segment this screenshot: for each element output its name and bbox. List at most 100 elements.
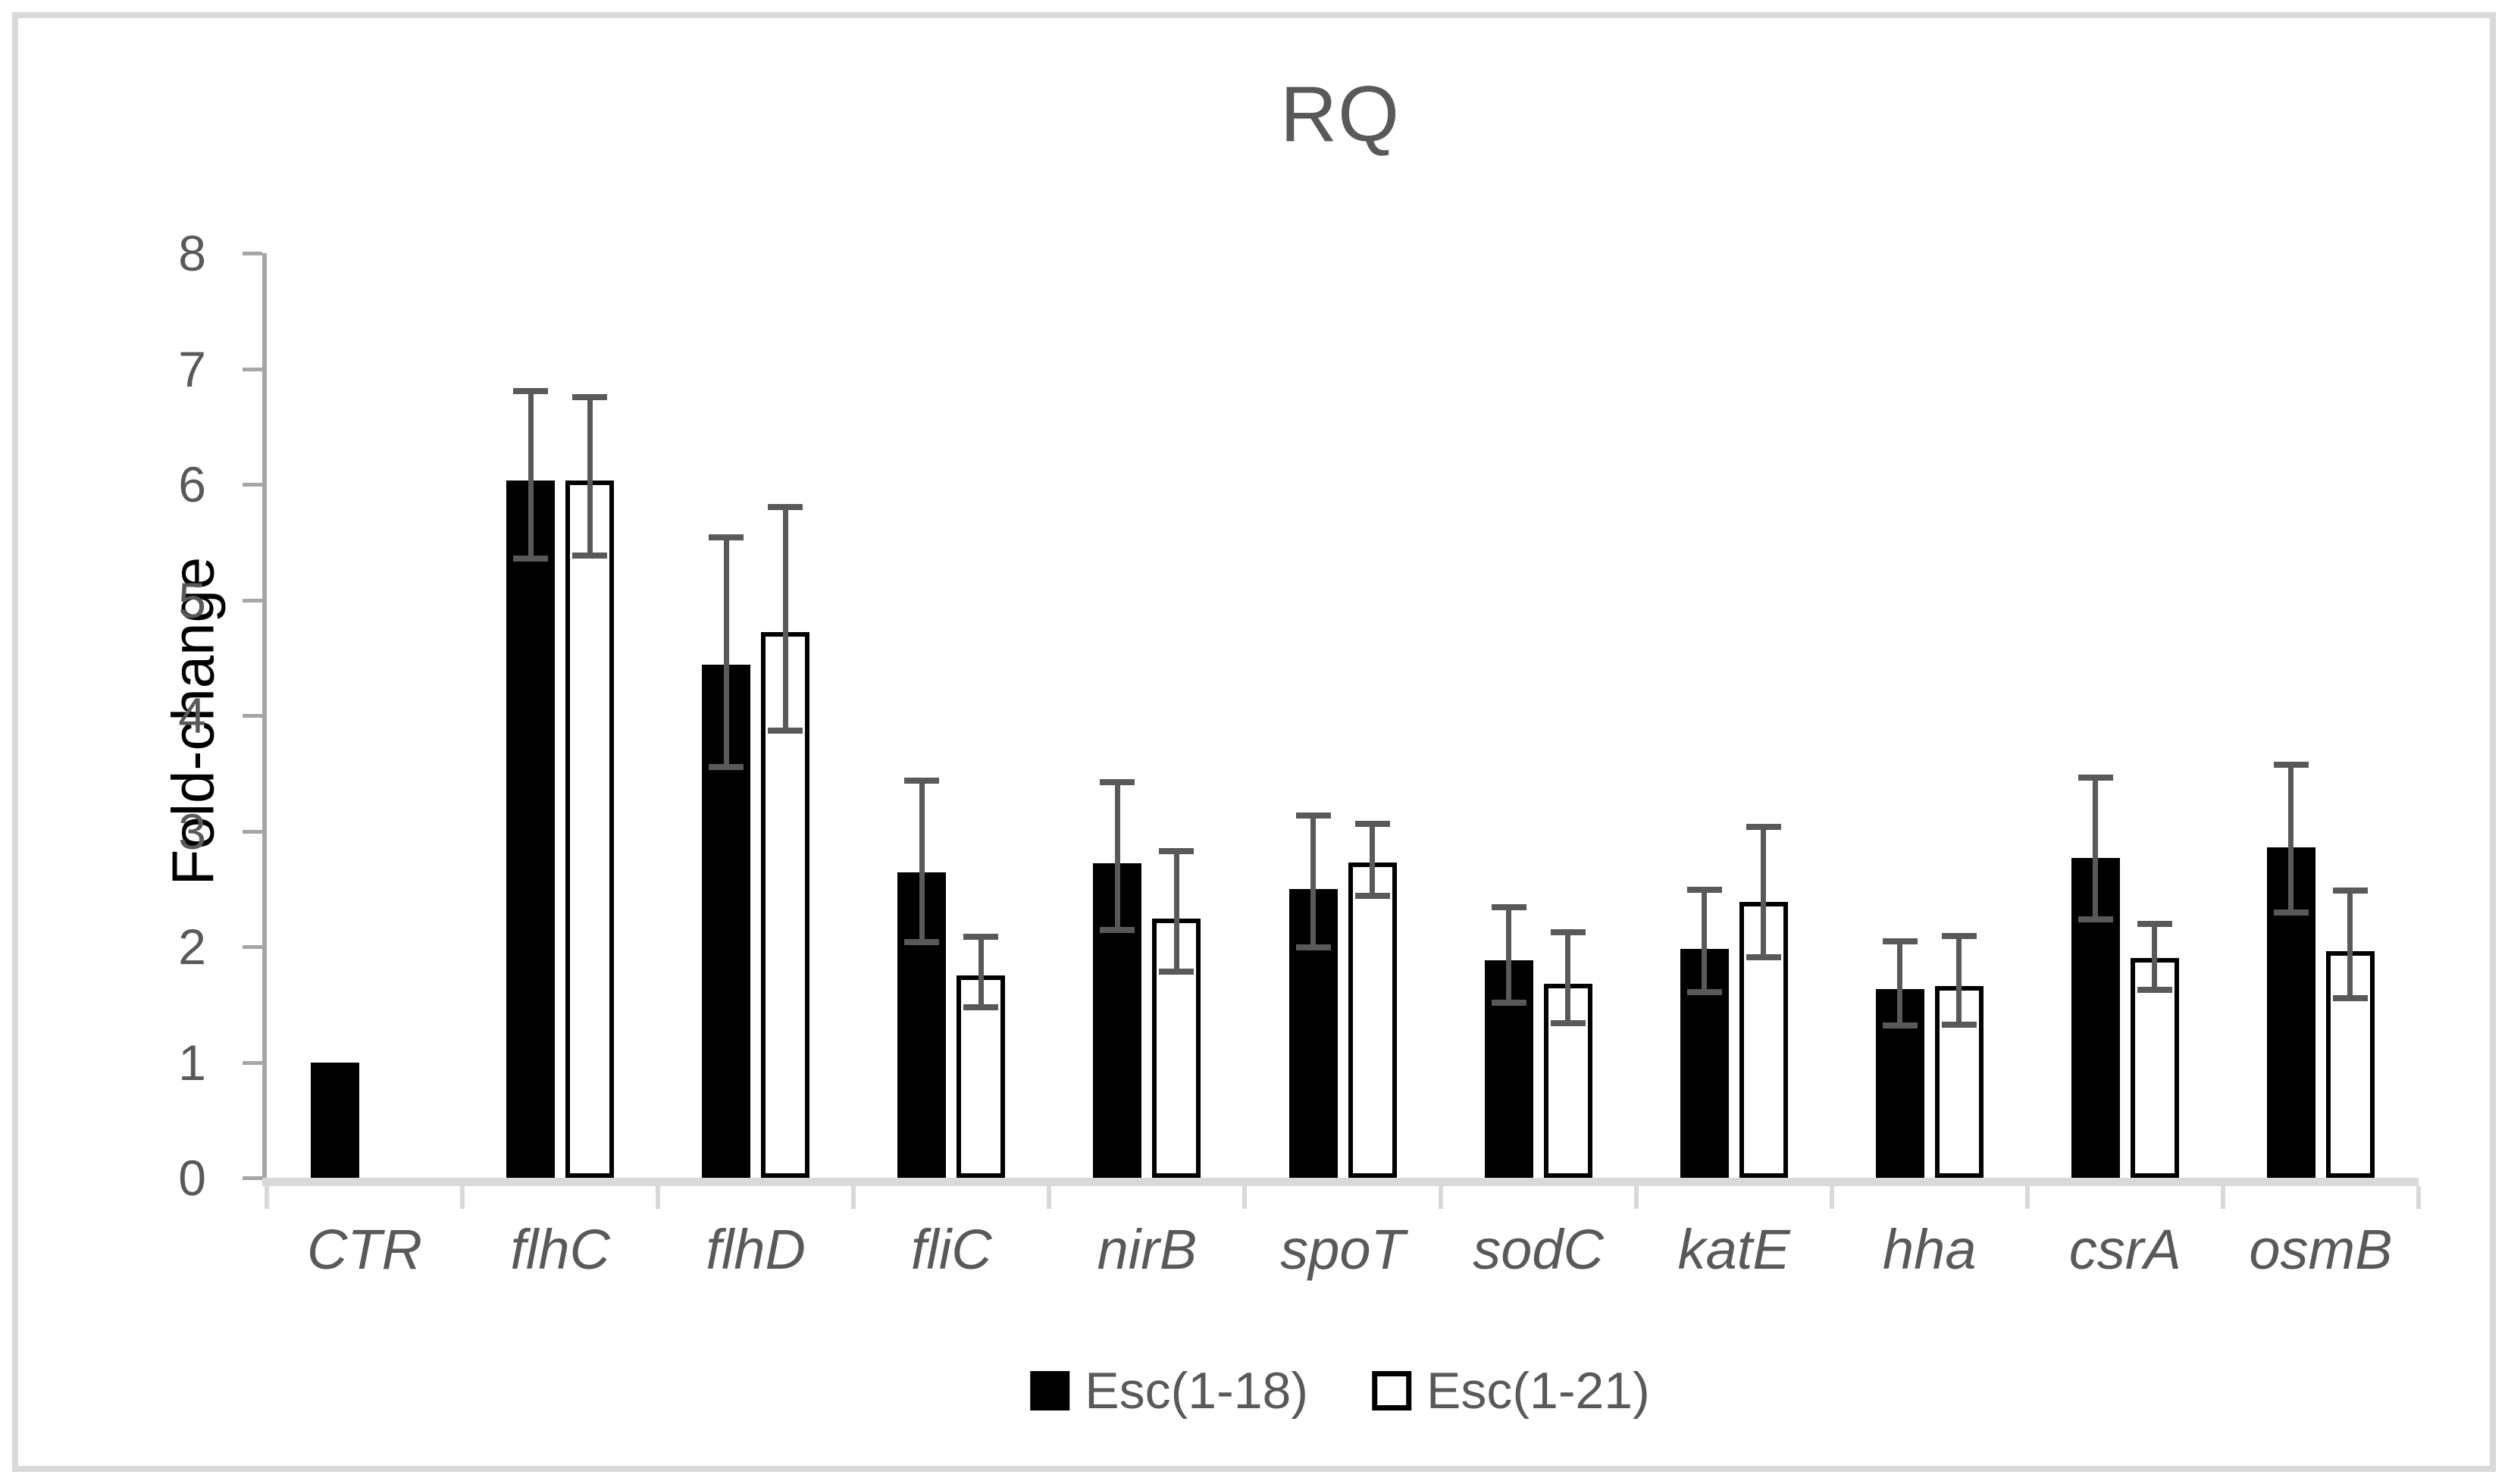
y-tick-label-4: 4 [178, 687, 206, 744]
error-bar-cap-top-Esc(1-21)-spoT [1354, 820, 1390, 827]
error-bar-cap-top-Esc(1-21)-sodC [1550, 929, 1586, 936]
error-bar-line-Esc(1-21)-hha [1956, 932, 1962, 1028]
bar-Esc(1-21)-flhC [565, 481, 615, 1178]
y-tick-6 [243, 483, 262, 487]
y-tick-label-1: 1 [178, 1034, 206, 1091]
error-bar-line-Esc(1-18)-nirB [1114, 778, 1120, 933]
error-bar-cap-bottom-Esc(1-21)-flhD [768, 728, 803, 734]
error-bar-line-Esc(1-18)-spoT [1310, 812, 1316, 950]
error-bar-cap-top-Esc(1-21)-csrA [2137, 921, 2172, 928]
error-bar-line-Esc(1-18)-flhC [528, 388, 534, 562]
error-bar-cap-top-Esc(1-21)-hha [1941, 932, 1977, 939]
error-bar-cap-top-Esc(1-18)-osmB [2273, 762, 2309, 768]
error-bar-cap-top-Esc(1-18)-spoT [1295, 812, 1331, 819]
error-bar-cap-bottom-Esc(1-18)-flhC [513, 556, 549, 562]
y-tick-label-7: 7 [178, 340, 206, 397]
error-bar-line-Esc(1-18)-sodC [1506, 903, 1512, 1006]
error-bar-cap-bottom-Esc(1-18)-nirB [1100, 926, 1135, 933]
error-bar-cap-top-Esc(1-21)-katE [1746, 824, 1781, 831]
error-bar-cap-bottom-Esc(1-21)-nirB [1159, 968, 1195, 975]
chart-title: RQ [1280, 70, 1400, 158]
x-category-label-csrA: csrA [2068, 1218, 2181, 1281]
error-bar-cap-top-Esc(1-18)-flhD [709, 534, 744, 540]
bar-Esc(1-21)-spoT [1348, 862, 1397, 1178]
legend-label-esc-1-18: Esc(1-18) [1085, 1362, 1308, 1420]
y-tick-label-6: 6 [178, 456, 206, 512]
bar-Esc(1-18)-CTR [311, 1062, 360, 1178]
error-bar-cap-top-Esc(1-21)-flhC [572, 394, 608, 401]
legend-swatch-outline-icon [1372, 1371, 1411, 1410]
y-tick-4 [243, 714, 262, 718]
error-bar-cap-top-Esc(1-18)-nirB [1100, 778, 1135, 785]
x-tick-6 [1438, 1186, 1443, 1209]
error-bar-cap-top-Esc(1-18)-flhC [513, 388, 549, 395]
x-category-label-flhD: flhD [706, 1218, 806, 1281]
error-bar-line-Esc(1-18)-flhD [723, 534, 729, 770]
error-bar-cap-top-Esc(1-21)-fliC [963, 934, 999, 941]
error-bar-cap-top-Esc(1-18)-csrA [2077, 774, 2113, 781]
x-category-label-hha: hha [1883, 1218, 1977, 1281]
error-bar-line-Esc(1-21)-osmB [2347, 888, 2353, 1001]
error-bar-cap-top-Esc(1-21)-flhD [768, 503, 803, 510]
legend: Esc(1-18) Esc(1-21) [1030, 1361, 1650, 1420]
error-bar-line-Esc(1-21)-sodC [1565, 929, 1571, 1027]
x-category-label-sodC: sodC [1473, 1218, 1604, 1281]
error-bar-line-Esc(1-18)-katE [1702, 886, 1708, 996]
error-bar-cap-bottom-Esc(1-21)-katE [1746, 954, 1781, 961]
error-bar-cap-bottom-Esc(1-21)-flhC [572, 552, 608, 559]
y-tick-label-3: 3 [178, 803, 206, 859]
error-bar-cap-bottom-Esc(1-21)-osmB [2332, 994, 2368, 1001]
error-bar-cap-bottom-Esc(1-18)-fliC [904, 939, 940, 946]
x-category-label-osmB: osmB [2249, 1218, 2393, 1281]
error-bar-cap-bottom-Esc(1-21)-fliC [963, 1003, 999, 1010]
error-bar-cap-bottom-Esc(1-18)-hha [1882, 1022, 1918, 1029]
error-bar-cap-top-Esc(1-18)-fliC [904, 778, 940, 784]
error-bar-cap-bottom-Esc(1-21)-hha [1941, 1021, 1977, 1028]
x-category-label-CTR: CTR [306, 1218, 423, 1281]
x-category-label-nirB: nirB [1097, 1218, 1198, 1281]
y-tick-1 [243, 1060, 262, 1065]
x-tick-2 [656, 1186, 661, 1209]
y-tick-0 [243, 1176, 262, 1180]
x-tick-11 [2416, 1186, 2421, 1209]
x-tick-1 [460, 1186, 465, 1209]
y-tick-2 [243, 945, 262, 949]
x-tick-9 [2024, 1186, 2030, 1209]
x-tick-10 [2220, 1186, 2225, 1209]
error-bar-cap-bottom-Esc(1-18)-spoT [1295, 944, 1331, 950]
bar-Esc(1-21)-csrA [2130, 958, 2179, 1178]
y-axis-line [262, 253, 267, 1186]
error-bar-cap-top-Esc(1-18)-sodC [1491, 903, 1526, 910]
x-category-label-spoT: spoT [1280, 1218, 1405, 1281]
x-tick-4 [1047, 1186, 1052, 1209]
error-bar-line-Esc(1-21)-flhD [782, 503, 788, 734]
bar-Esc(1-18)-flhC [506, 481, 556, 1178]
y-tick-5 [243, 598, 262, 603]
error-bar-line-Esc(1-18)-osmB [2288, 762, 2294, 916]
y-tick-7 [243, 367, 262, 371]
error-bar-cap-bottom-Esc(1-18)-flhD [709, 763, 744, 770]
x-axis-line [262, 1178, 2419, 1186]
legend-swatch-filled-icon [1030, 1371, 1070, 1410]
error-bar-line-Esc(1-21)-fliC [978, 934, 984, 1010]
error-bar-cap-top-Esc(1-18)-katE [1686, 886, 1722, 893]
error-bar-line-Esc(1-21)-nirB [1173, 848, 1179, 975]
x-tick-7 [1633, 1186, 1639, 1209]
error-bar-cap-bottom-Esc(1-18)-katE [1686, 989, 1722, 996]
x-category-label-flhC: flhC [510, 1218, 610, 1281]
x-category-label-fliC: fliC [910, 1218, 992, 1281]
error-bar-line-Esc(1-21)-katE [1761, 824, 1767, 961]
error-bar-line-Esc(1-18)-fliC [919, 778, 925, 946]
error-bar-cap-bottom-Esc(1-21)-csrA [2137, 987, 2172, 993]
y-tick-8 [243, 252, 262, 255]
error-bar-line-Esc(1-18)-csrA [2093, 774, 2099, 922]
error-bar-cap-bottom-Esc(1-18)-sodC [1491, 999, 1526, 1006]
legend-item-esc-1-21: Esc(1-21) [1372, 1361, 1650, 1420]
x-tick-8 [1829, 1186, 1834, 1209]
error-bar-line-Esc(1-21)-spoT [1370, 820, 1375, 900]
legend-item-esc-1-18: Esc(1-18) [1030, 1361, 1308, 1420]
error-bar-cap-bottom-Esc(1-18)-osmB [2273, 909, 2309, 916]
error-bar-line-Esc(1-18)-hha [1897, 938, 1903, 1029]
x-tick-0 [265, 1186, 269, 1209]
